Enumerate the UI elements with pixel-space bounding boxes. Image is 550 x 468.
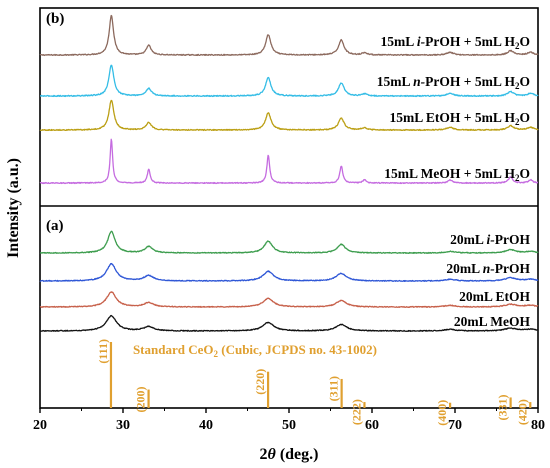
series-line xyxy=(39,230,539,254)
hkl-label: (311) xyxy=(327,376,341,401)
series-line xyxy=(39,138,539,185)
series-label: 20mL i-PrOH xyxy=(450,232,530,247)
hkl-label: (111) xyxy=(96,339,110,364)
hkl-label: (220) xyxy=(253,369,267,395)
series-label: 20mL EtOH xyxy=(459,289,530,304)
x-tick-label: 50 xyxy=(282,418,296,433)
series-line xyxy=(39,262,539,282)
series-line xyxy=(39,314,539,332)
x-tick-label: 40 xyxy=(199,418,213,433)
x-tick-label: 20 xyxy=(33,418,47,433)
series-line xyxy=(39,14,539,57)
hkl-label: (331) xyxy=(496,394,510,420)
y-axis-label: Intensity (a.u.) xyxy=(5,158,22,258)
x-axis: 20 30 40 50 60 70 80 xyxy=(33,408,545,433)
hkl-label: (400) xyxy=(435,400,449,426)
x-axis-label: 2θ (deg.) xyxy=(260,446,319,463)
series-label: 15mL i-PrOH + 5mL H2O xyxy=(381,34,530,51)
panel-label: (b) xyxy=(46,11,64,27)
reference-pattern: (111) (200) (220) (311) (222) (400) (331) (420)… xyxy=(96,339,532,426)
x-tick-label: 30 xyxy=(116,418,130,433)
x-tick-label: 70 xyxy=(448,418,462,433)
series-line xyxy=(39,291,539,308)
reference-title: Standard CeO2 (Cubic, JCPDS no. 43-1002) xyxy=(133,342,377,359)
series-label: 20mL MeOH xyxy=(454,314,531,329)
series-label: 15mL MeOH + 5mL H2O xyxy=(384,166,530,183)
x-tick-label: 80 xyxy=(531,418,545,433)
panel-label: (a) xyxy=(46,218,64,234)
x-tick-label: 60 xyxy=(365,418,379,433)
series-label: 15mL EtOH + 5mL H2O xyxy=(390,110,531,127)
series-line xyxy=(39,64,539,98)
hkl-label: (420) xyxy=(515,399,529,425)
series-label: 15mL n-PrOH + 5mL H2O xyxy=(377,74,530,91)
series-layer: (b) 15mL i-PrOH + 5mL H2O 15mL n-PrOH + 5m… xyxy=(39,11,539,332)
hkl-label: (222) xyxy=(349,399,363,425)
series-label: 20mL n-PrOH xyxy=(446,261,530,276)
series-line xyxy=(39,99,539,132)
hkl-label: (200) xyxy=(134,387,148,413)
